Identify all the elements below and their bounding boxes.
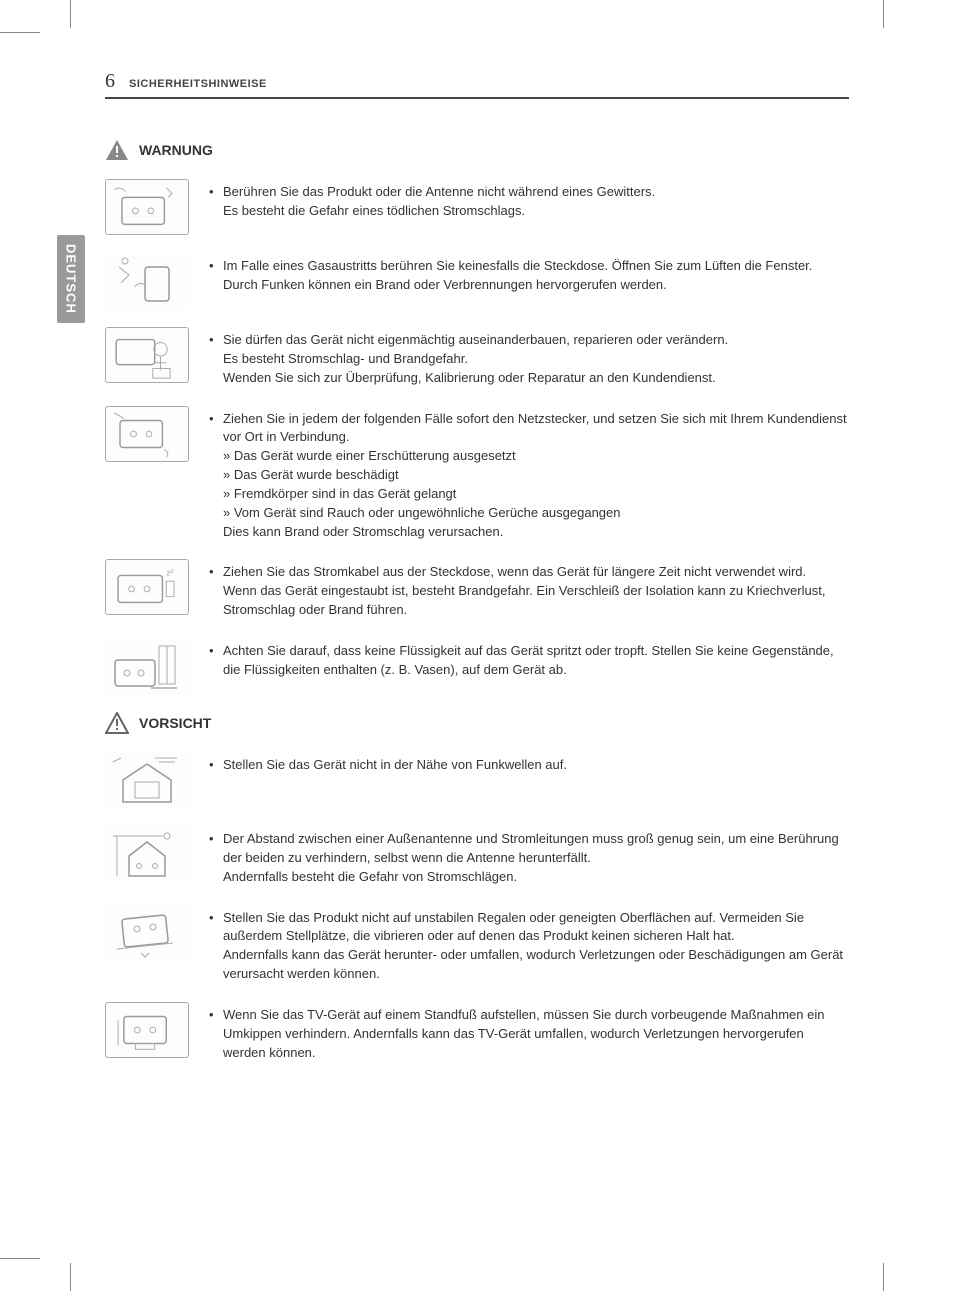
illustration-icon bbox=[105, 327, 189, 383]
page-number: 6 bbox=[105, 70, 115, 93]
caution-text: Stellen Sie das Produkt nicht auf unstab… bbox=[209, 909, 849, 984]
warning-subtext: Das Gerät wurde beschädigt bbox=[209, 466, 849, 485]
caution-triangle-icon bbox=[105, 712, 129, 734]
illustration-icon bbox=[105, 253, 189, 309]
page-content: DEUTSCH 6 SICHERHEITSHINWEISE WARNUNG Be… bbox=[105, 70, 849, 1221]
warning-text: Im Falle eines Gasaustritts berühren Sie… bbox=[209, 257, 849, 295]
warning-subtext: Das Gerät wurde einer Erschütterung ausg… bbox=[209, 447, 849, 466]
illustration-icon bbox=[105, 826, 189, 882]
caution-header: VORSICHT bbox=[105, 712, 849, 734]
language-tab: DEUTSCH bbox=[57, 235, 85, 323]
warning-item: Im Falle eines Gasaustritts berühren Sie… bbox=[105, 253, 849, 309]
warning-text: Berühren Sie das Produkt oder die Antenn… bbox=[209, 183, 849, 221]
warning-item: Ziehen Sie in jedem der folgenden Fälle … bbox=[105, 406, 849, 542]
warning-item: Berühren Sie das Produkt oder die Antenn… bbox=[105, 179, 849, 235]
header-title: SICHERHEITSHINWEISE bbox=[129, 78, 267, 90]
warning-text: Ziehen Sie das Stromkabel aus der Steckd… bbox=[209, 563, 849, 620]
illustration-icon bbox=[105, 752, 189, 808]
warning-subtext: Fremdkörper sind in das Gerät gelangt bbox=[209, 485, 849, 504]
warning-subtext: Vom Gerät sind Rauch oder ungewöhnliche … bbox=[209, 504, 849, 523]
caution-text: Stellen Sie das Gerät nicht in der Nähe … bbox=[209, 756, 849, 775]
page-header: 6 SICHERHEITSHINWEISE bbox=[105, 70, 849, 99]
illustration-icon bbox=[105, 638, 189, 694]
caution-item: Stellen Sie das Produkt nicht auf unstab… bbox=[105, 905, 849, 984]
warning-item: Sie dürfen das Gerät nicht eigenmächtig … bbox=[105, 327, 849, 388]
warning-item: Achten Sie darauf, dass keine Flüssigkei… bbox=[105, 638, 849, 694]
illustration-icon bbox=[105, 1002, 189, 1058]
caution-text: Der Abstand zwischen einer Außenantenne … bbox=[209, 830, 849, 887]
caution-item: Wenn Sie das TV-Gerät auf einem Standfuß… bbox=[105, 1002, 849, 1063]
warning-text: Sie dürfen das Gerät nicht eigenmächtig … bbox=[209, 331, 849, 388]
caution-label: VORSICHT bbox=[139, 715, 211, 731]
caution-item: Stellen Sie das Gerät nicht in der Nähe … bbox=[105, 752, 849, 808]
warning-label: WARNUNG bbox=[139, 142, 213, 158]
caution-text: Wenn Sie das TV-Gerät auf einem Standfuß… bbox=[209, 1006, 849, 1063]
warning-text: Ziehen Sie in jedem der folgenden Fälle … bbox=[209, 410, 849, 448]
illustration-icon: z² bbox=[105, 559, 189, 615]
caution-item: Der Abstand zwischen einer Außenantenne … bbox=[105, 826, 849, 887]
illustration-icon bbox=[105, 406, 189, 462]
warning-text: Achten Sie darauf, dass keine Flüssigkei… bbox=[209, 642, 849, 680]
illustration-icon bbox=[105, 905, 189, 961]
warning-tail: Dies kann Brand oder Stromschlag verursa… bbox=[209, 523, 849, 542]
warning-item: z² Ziehen Sie das Stromkabel aus der Ste… bbox=[105, 559, 849, 620]
illustration-icon bbox=[105, 179, 189, 235]
warning-triangle-icon bbox=[105, 139, 129, 161]
warning-header: WARNUNG bbox=[105, 139, 849, 161]
svg-text:z²: z² bbox=[166, 568, 173, 578]
